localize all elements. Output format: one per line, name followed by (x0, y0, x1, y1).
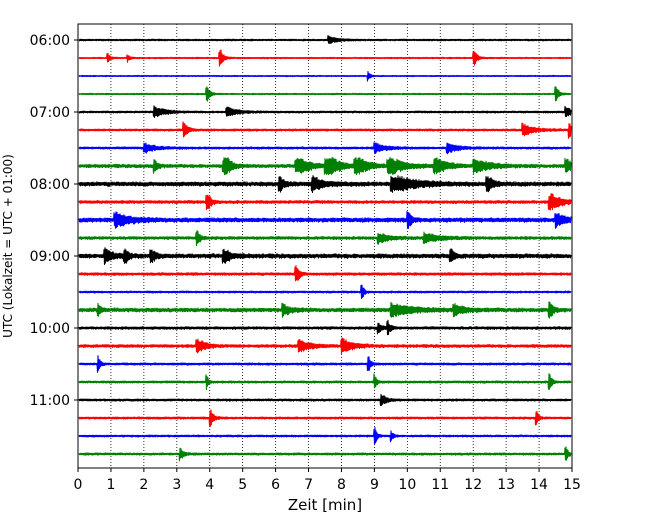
seismic-trace-06:15 (78, 49, 572, 67)
seismic-trace-09:00 (78, 247, 572, 265)
y-tick-label: 11:00 (30, 393, 70, 409)
seismic-trace-08:45 (78, 230, 572, 247)
x-tick-label: 13 (497, 477, 515, 493)
seismic-trace-11:00 (78, 393, 572, 406)
seismic-trace-08:15 (78, 193, 572, 211)
x-axis-ticks: 0 1 2 3 4 5 6 7 8 9 10 11 12 13 14 15 (74, 468, 581, 493)
seismic-trace-08:00 (78, 175, 572, 193)
x-tick-label: 14 (530, 477, 548, 493)
seismic-trace-07:45 (78, 156, 572, 175)
seismic-trace-10:00 (78, 319, 572, 336)
seismic-trace-10:45 (78, 373, 572, 391)
x-tick-label: 7 (304, 477, 313, 493)
x-tick-label: 10 (398, 477, 416, 493)
y-axis-ticks: 06:00 07:00 08:00 09:00 10:00 11:00 (30, 33, 78, 409)
x-tick-label: 4 (205, 477, 214, 493)
seismic-trace-09:30 (78, 284, 572, 300)
seismic-trace-08:30 (78, 211, 572, 229)
x-tick-label: 9 (370, 477, 379, 493)
seismic-trace-11:30 (78, 427, 572, 445)
y-axis-label: UTC (Lokalzeit = UTC + 01:00) (1, 154, 15, 338)
seismic-trace-06:00 (78, 35, 572, 44)
seismic-trace-06:45 (78, 86, 572, 102)
seismic-trace-09:45 (78, 301, 572, 319)
plot-frame (77, 23, 573, 469)
x-tick-label: 11 (431, 477, 449, 493)
x-axis-label: Zeit [min] (288, 496, 362, 514)
seismic-trace-07:00 (78, 105, 572, 119)
x-tick-label: 12 (464, 477, 482, 493)
seismic-trace-11:45 (78, 446, 572, 462)
seismic-traces (78, 35, 572, 462)
y-tick-label: 10:00 (30, 321, 70, 337)
vertical-grid (110, 24, 540, 468)
y-tick-label: 09:00 (30, 249, 70, 265)
seismic-trace-07:15 (78, 121, 572, 139)
x-tick-label: 0 (74, 477, 83, 493)
x-tick-label: 5 (238, 477, 247, 493)
seismic-trace-07:30 (78, 142, 572, 155)
y-tick-label: 07:00 (30, 105, 70, 121)
seismic-trace-06:30 (78, 70, 572, 82)
x-tick-label: 15 (563, 477, 581, 493)
seismic-trace-11:15 (78, 409, 572, 427)
seismic-trace-10:30 (78, 355, 572, 373)
x-tick-label: 3 (172, 477, 181, 493)
seismic-trace-10:15 (78, 337, 572, 356)
x-tick-label: 2 (139, 477, 148, 493)
x-tick-label: 8 (337, 477, 346, 493)
y-tick-label: 08:00 (30, 177, 70, 193)
seismic-trace-09:15 (78, 265, 572, 282)
y-tick-label: 06:00 (30, 33, 70, 49)
x-tick-label: 6 (271, 477, 280, 493)
x-tick-label: 1 (106, 477, 115, 493)
